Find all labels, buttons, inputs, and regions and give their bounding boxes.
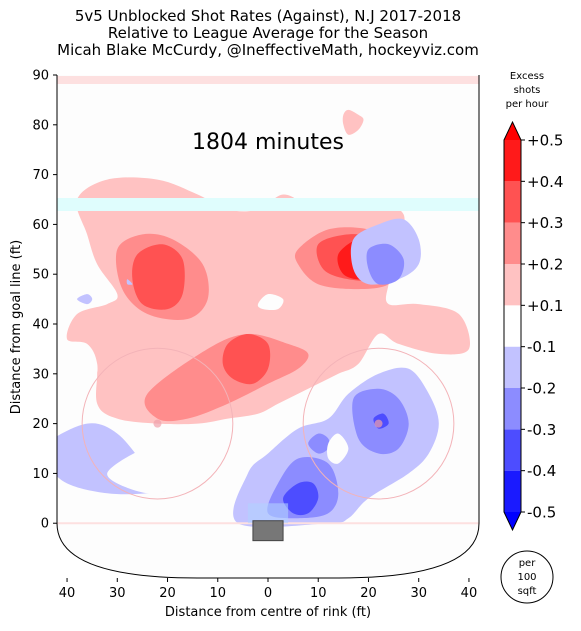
colorbar-band: [504, 222, 521, 264]
colorbar-tick-label: +0.2: [527, 256, 563, 274]
x-axis: 40 30 20 10 0 10 20 30 40: [59, 578, 477, 601]
goal-net: [252, 520, 284, 542]
y-tick-label: 60: [32, 218, 49, 233]
colorbar-band: [504, 470, 521, 512]
contour-regions: [57, 109, 471, 528]
contour-hole: [327, 433, 349, 464]
y-axis-label: Distance from goal line (ft): [9, 240, 24, 414]
chart-title-line-1: 5v5 Unblocked Shot Rates (Against), N.J …: [75, 7, 461, 25]
colorbar-title-line-2: shots: [514, 85, 541, 96]
faceoff-circle: [302, 347, 455, 500]
contour-region: [222, 334, 271, 385]
colorbar-band: [504, 140, 521, 182]
contour-hole: [107, 442, 189, 494]
colorbar-tick-label: -0.1: [527, 338, 556, 356]
x-axis-label: Distance from centre of rink (ft): [165, 605, 371, 620]
y-tick-label: 20: [32, 417, 49, 432]
colorbar-title-line-1: Excess: [510, 71, 544, 82]
colorbar-band: [504, 264, 521, 306]
colorbar-bands: -0.5 -0.4 -0.3 -0.2 -0.1 +0.1 +0.2 +0.3 +0.4 +0.5: [503, 120, 563, 532]
chart-title-line-2: Relative to League Average for the Seaso…: [108, 24, 428, 42]
y-tick-label: 90: [32, 69, 49, 84]
y-tick-label: 80: [32, 118, 49, 133]
colorbar: Excess shots per hour -0.5-0.4-0.3-0.2-0…: [503, 71, 563, 532]
colorbar-extend-low: [504, 512, 521, 530]
x-tick-label: 40: [461, 586, 478, 601]
colorbar-tick-label: +0.3: [527, 214, 563, 232]
x-tick-label: 10: [310, 586, 327, 601]
contour-region: [366, 243, 405, 285]
colorbar-tick-label: -0.2: [527, 380, 556, 398]
contour-region: [97, 353, 139, 397]
x-tick-label: 0: [264, 586, 272, 601]
colorbar-tick-label: -0.3: [527, 421, 556, 439]
colorbar-tick-label: -0.5: [527, 504, 556, 522]
colorbar-band: [504, 181, 521, 223]
contour-region: [308, 433, 330, 454]
y-tick-label: 10: [32, 467, 49, 482]
x-tick-label: 40: [59, 586, 76, 601]
colorbar-band: [504, 429, 521, 471]
unit-badge-line-1: per: [519, 558, 537, 569]
faceoff-circle: [81, 347, 234, 500]
y-axis: 0 10 20 30 40 50 60 70 80 90: [32, 69, 57, 532]
contour-region: [342, 109, 364, 135]
minutes-annotation: 1804 minutes: [192, 130, 344, 155]
colorbar-band: [504, 388, 521, 430]
unit-badge-line-3: sqft: [518, 586, 537, 597]
colorbar-tick-label: +0.4: [527, 173, 563, 191]
goal-crease: [247, 503, 289, 524]
colorbar-band: [504, 346, 521, 388]
x-tick-label: 30: [410, 586, 427, 601]
y-tick-label: 0: [41, 517, 49, 532]
unit-badge-line-2: 100: [517, 572, 536, 583]
colorbar-band: [504, 305, 521, 347]
y-tick-label: 30: [32, 367, 49, 382]
contour-hole: [257, 293, 284, 311]
faceoff-dot: [153, 419, 162, 428]
x-tick-label: 10: [209, 586, 226, 601]
colorbar-title-line-3: per hour: [506, 99, 550, 110]
colorbar-tick-label: +0.1: [527, 297, 563, 315]
unit-badge-circle: [500, 550, 554, 604]
contour-region: [77, 294, 93, 305]
x-tick-label: 30: [109, 586, 126, 601]
rink-lines: [57, 75, 479, 542]
chart-title-line-3: Micah Blake McCurdy, @IneffectiveMath, h…: [57, 41, 479, 59]
contour-region: [126, 279, 133, 285]
x-tick-label: 20: [159, 586, 176, 601]
colorbar-tick-label: -0.4: [527, 462, 556, 480]
x-tick-label: 20: [360, 586, 377, 601]
contour-region: [283, 481, 319, 516]
y-tick-label: 40: [32, 318, 49, 333]
y-tick-label: 50: [32, 268, 49, 283]
contour-region: [132, 244, 185, 310]
faceoff-dot: [374, 419, 383, 428]
unit-badge: per 100 sqft: [500, 550, 554, 604]
colorbar-extend-high: [504, 122, 521, 140]
colorbar-tick-label: +0.5: [527, 132, 563, 150]
plot-area: 1804 minutes: [56, 75, 480, 579]
y-tick-label: 70: [32, 168, 49, 183]
